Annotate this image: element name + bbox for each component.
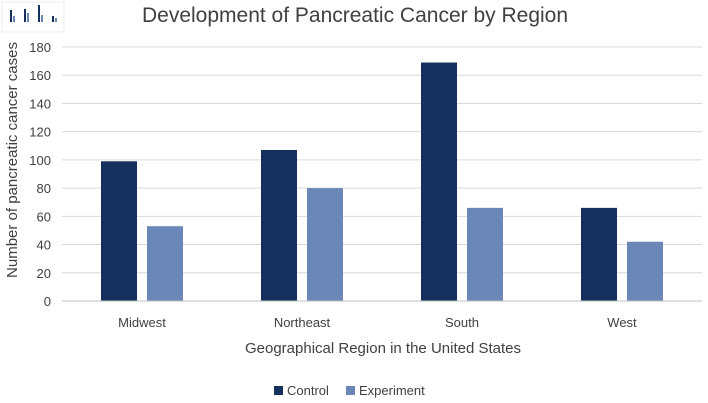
y-tick-label: 100 xyxy=(29,153,51,168)
x-tick-label: Northeast xyxy=(274,315,331,330)
y-tick-label: 140 xyxy=(29,96,51,111)
legend-swatch-experiment xyxy=(346,386,355,395)
x-axis-ticks: Midwest Northeast South West xyxy=(118,315,637,330)
bar-experiment-northeast xyxy=(307,188,343,301)
y-tick-label: 180 xyxy=(29,40,51,55)
x-tick-label: West xyxy=(607,315,637,330)
y-tick-label: 20 xyxy=(37,266,51,281)
x-tick-label: Midwest xyxy=(118,315,166,330)
bar-control-northeast xyxy=(261,150,297,301)
y-tick-label: 40 xyxy=(37,238,51,253)
bar-control-west xyxy=(581,207,617,301)
legend-label-experiment: Experiment xyxy=(359,383,425,398)
y-tick-label: 160 xyxy=(29,68,51,83)
y-tick-label: 80 xyxy=(37,181,51,196)
legend-swatch-control xyxy=(274,386,283,395)
legend: Control Experiment xyxy=(274,383,425,398)
y-tick-label: 0 xyxy=(44,294,51,309)
y-axis-ticks: 0 20 40 60 80 100 120 140 160 180 xyxy=(29,40,51,309)
y-tick-label: 60 xyxy=(37,209,51,224)
bar-experiment-midwest xyxy=(147,226,183,301)
y-tick-label: 120 xyxy=(29,125,51,140)
legend-label-control: Control xyxy=(287,383,329,398)
bar-control-midwest xyxy=(101,161,137,301)
bar-control-south xyxy=(421,62,457,302)
chart-title: Development of Pancreatic Cancer by Regi… xyxy=(142,4,568,27)
bars xyxy=(101,62,663,302)
y-axis-label: Number of pancreatic cancer cases xyxy=(4,42,21,278)
bar-experiment-south xyxy=(467,207,503,301)
bar-experiment-west xyxy=(627,241,663,301)
chart-thumbnail xyxy=(1,1,65,33)
x-axis-label: Geographical Region in the United States xyxy=(245,340,521,357)
x-tick-label: South xyxy=(445,315,479,330)
